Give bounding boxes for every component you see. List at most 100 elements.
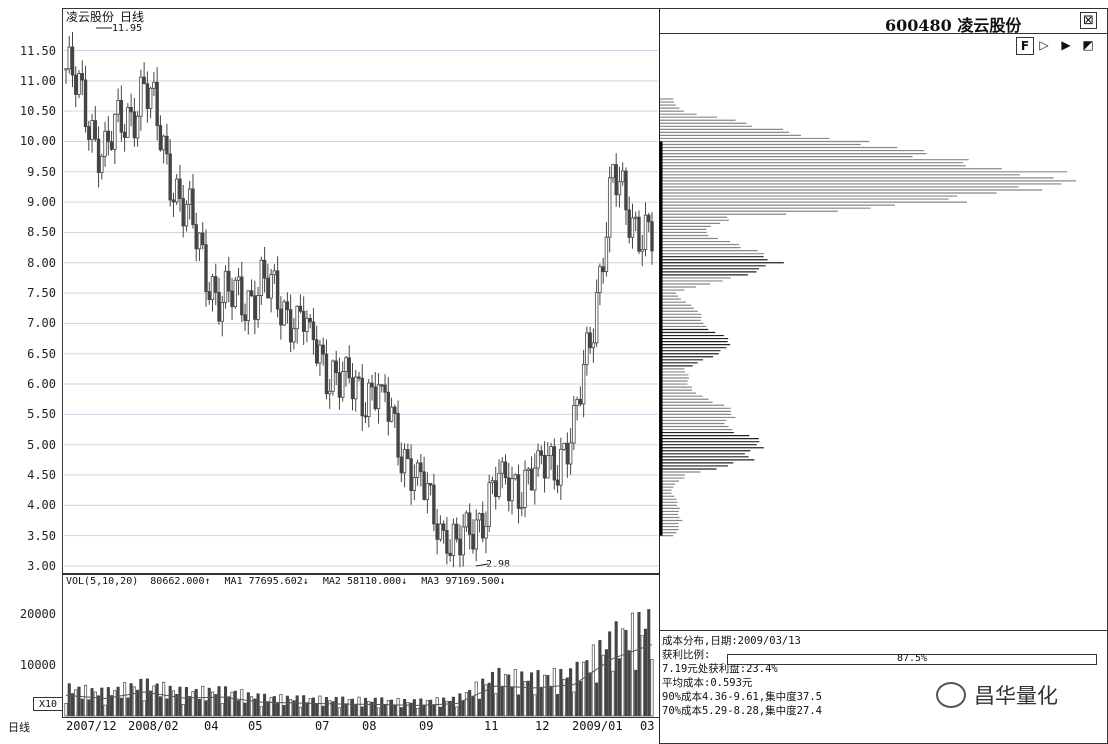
volume-bar (321, 705, 325, 717)
toolbar-play-outline-button[interactable]: ▷ (1039, 38, 1049, 52)
candle-body (135, 115, 140, 139)
volume-bar (279, 694, 283, 717)
volume-bar (110, 695, 114, 717)
volume-bar (416, 708, 420, 717)
candle-body (301, 310, 306, 332)
candle-body (90, 120, 94, 140)
candle-body (546, 455, 550, 479)
volume-bar (318, 695, 322, 717)
volume-bar (572, 691, 576, 717)
volume-bar (543, 674, 547, 717)
price-tick-label: 7.50 (27, 286, 56, 301)
volume-bar (210, 691, 215, 717)
candle-body (266, 277, 270, 299)
volume-bar (328, 700, 332, 717)
candle-body (630, 217, 635, 238)
candle-body (432, 484, 436, 525)
volume-bar (477, 698, 482, 717)
volume-bar (464, 692, 468, 717)
candle-body (129, 106, 133, 113)
candle-body (634, 216, 638, 219)
candle-body (643, 214, 648, 250)
candle-body (285, 301, 290, 311)
candle-body (201, 232, 205, 246)
x-axis-label: 05 (248, 719, 263, 733)
ma2-value: 58110.000↓ (346, 576, 408, 587)
candle-body (441, 523, 446, 531)
candle-body (422, 471, 426, 500)
wechat-icon (936, 682, 966, 708)
low-marker-label: 2.98 (486, 559, 511, 570)
ma1-label: MA1 (224, 576, 243, 587)
volume-bar (556, 694, 560, 717)
volume-bar (217, 686, 221, 717)
info-line5: 90%成本4.36-9.61,集中度37.5 (662, 691, 822, 703)
candle-body (236, 276, 241, 281)
candle-body (350, 377, 355, 400)
volume-bar (588, 672, 592, 717)
volume-chart-panel[interactable] (62, 574, 659, 718)
volume-bar (604, 649, 608, 717)
info-date-value: 2009/03/13 (737, 635, 801, 647)
candle-body (624, 170, 628, 211)
volume-bar (243, 702, 247, 717)
volume-tick-label: 20000 (19, 606, 56, 621)
candle-body (533, 467, 537, 491)
x-axis-label: 11 (484, 719, 499, 733)
candle-body (451, 523, 456, 556)
volume-bar (90, 688, 94, 717)
volume-bar (442, 697, 446, 717)
volume-bar (344, 703, 348, 717)
volume-bar (403, 699, 407, 717)
candle-body (318, 344, 322, 364)
candle-body (152, 81, 156, 89)
toolbar-layers-button[interactable]: ◩ (1082, 38, 1094, 52)
kline-tab[interactable]: 日线 (8, 721, 30, 734)
volume-bar (334, 696, 338, 717)
candle-body (578, 399, 583, 405)
candle-body (259, 259, 264, 297)
volume-bar (233, 690, 237, 717)
volume-bar (139, 678, 143, 717)
x-axis-label: 2009/01 (572, 719, 623, 733)
volume-bar (292, 700, 296, 717)
candle-body (282, 301, 286, 326)
volume-bar (386, 700, 390, 717)
volume-bar (194, 689, 198, 717)
price-chart-panel[interactable] (62, 8, 659, 574)
volume-bar (305, 702, 309, 717)
volume-bar (256, 693, 260, 717)
volume-bar (487, 682, 491, 717)
info-line-ratio: 获利比例: (662, 648, 1106, 662)
ma3-label: MA3 (421, 576, 440, 587)
candle-body (526, 468, 530, 471)
candle-body (324, 353, 329, 395)
toolbar-f-button[interactable]: F (1016, 37, 1034, 55)
volume-bar (526, 680, 530, 717)
candle-body (562, 442, 566, 450)
volume-bar (168, 685, 172, 717)
volume-bar (324, 697, 328, 717)
volume-bar (419, 698, 423, 717)
candle-body (327, 390, 332, 395)
close-button[interactable]: ⊠ (1080, 12, 1097, 29)
candle-body (210, 276, 215, 300)
candle-body (207, 291, 211, 300)
candle-body (575, 399, 579, 406)
volume-bar (647, 609, 651, 717)
x-axis-label: 03 (640, 719, 655, 733)
candle-body (305, 317, 309, 332)
toolbar-play-button[interactable]: ▶ (1061, 38, 1071, 52)
volume-bar (276, 703, 280, 717)
volume-tick-label: 10000 (19, 657, 56, 672)
volume-bar (562, 678, 566, 717)
candle-body (640, 248, 644, 252)
volume-bar (637, 611, 641, 717)
x10-button[interactable]: X10 (33, 697, 63, 711)
volume-bar (412, 699, 416, 717)
candle-body (188, 188, 192, 205)
volume-bar (246, 692, 250, 717)
candle-body (87, 126, 91, 140)
candle-body (93, 120, 97, 140)
volume-bar (204, 700, 208, 717)
